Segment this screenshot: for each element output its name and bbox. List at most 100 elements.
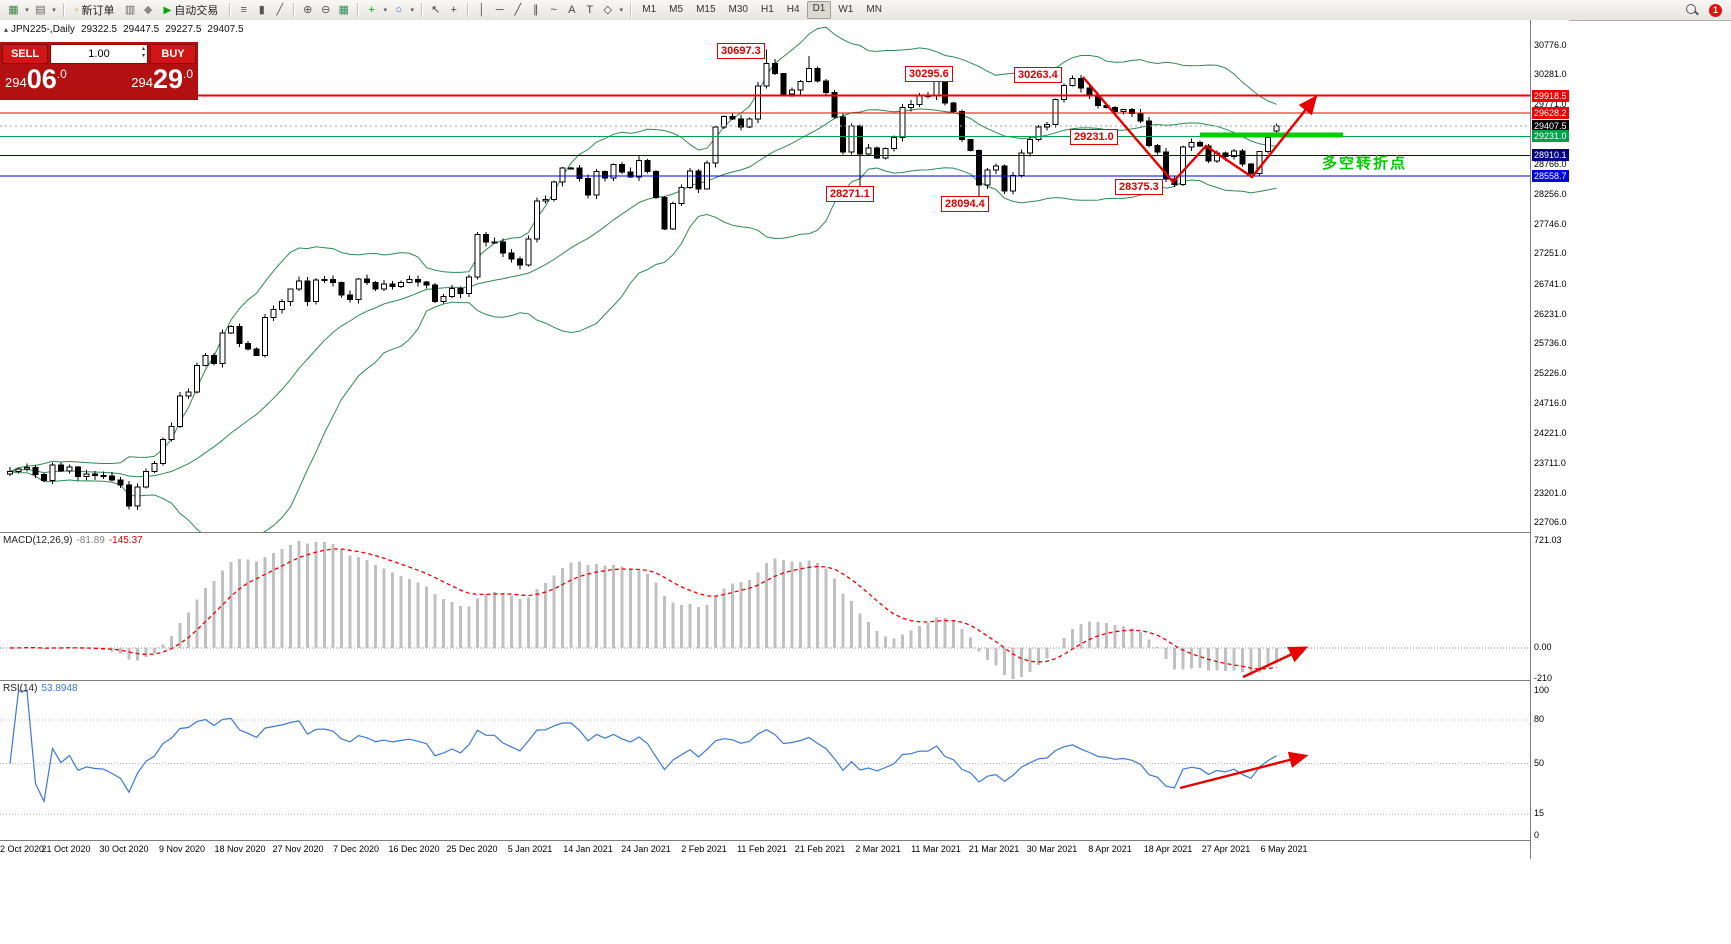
date-label: 2 Oct 2020 bbox=[0, 844, 45, 854]
macd-scale-tick: 0.00 bbox=[1534, 642, 1552, 652]
spinner-up-icon[interactable]: ▴ bbox=[141, 46, 145, 52]
date-label: 9 Nov 2020 bbox=[158, 844, 206, 854]
add-indicator-dropdown-icon[interactable]: ▾ bbox=[383, 7, 387, 14]
price-tick: 24716.0 bbox=[1534, 398, 1567, 409]
timeframe-m30-button[interactable]: M30 bbox=[728, 4, 748, 15]
add-indicator-icon[interactable]: + bbox=[368, 4, 375, 16]
toolbar: ▦ ▾ ▤ ▾ ▫ 新订单 ▥ ◆ ▶ 自动交易 ≡ ▮ ╱ ⊕ ⊖ ▦ + ▾ ○ ▾ ↖ + │ ─ ╱ ∥ ~ A T ◇ ▾ M1 M5… bbox=[0, 0, 1731, 21]
price-callout[interactable]: 28271.1 bbox=[826, 186, 874, 202]
timeframe-h4-button[interactable]: H4 bbox=[786, 4, 800, 15]
autotrade-label: 自动交易 bbox=[174, 5, 219, 17]
price-tick: 23711.0 bbox=[1534, 457, 1566, 468]
price-tick: 30776.0 bbox=[1534, 40, 1567, 50]
toolbar-separator bbox=[229, 3, 231, 17]
tile-windows-icon[interactable]: ▦ bbox=[338, 4, 349, 16]
time-axis[interactable]: 2 Oct 2020 21 Oct 2020 30 Oct 2020 9 Nov 20… bbox=[0, 840, 1530, 859]
price-callout[interactable]: 29231.0 bbox=[1070, 129, 1118, 145]
macd-indicator-pane[interactable]: MACD(12,26,9) -81.89 -145.37 bbox=[0, 532, 1530, 681]
channel-icon[interactable]: ∥ bbox=[533, 4, 539, 16]
price-level-badge: 29231.0 bbox=[1532, 130, 1569, 143]
main-chart-canvas[interactable] bbox=[0, 20, 1530, 532]
timeframe-w1-button[interactable]: W1 bbox=[838, 4, 854, 15]
trendline-icon[interactable]: ╱ bbox=[514, 4, 522, 16]
shapes-dropdown-icon[interactable]: ▾ bbox=[619, 7, 623, 14]
price-tick: 30281.0 bbox=[1534, 69, 1567, 80]
profiles-dropdown-icon[interactable]: ▾ bbox=[52, 7, 56, 14]
notification-badge[interactable]: 1 bbox=[1709, 3, 1722, 17]
fibonacci-icon[interactable]: ~ bbox=[550, 4, 557, 16]
rsi-indicator-pane[interactable]: RSI(14) 53.8948 bbox=[0, 680, 1530, 841]
volume-spinner[interactable]: ▴ ▾ bbox=[142, 46, 145, 60]
date-label: 30 Oct 2020 bbox=[99, 844, 149, 854]
rsi-scale-tick: 15 bbox=[1534, 808, 1545, 819]
date-label: 6 May 2021 bbox=[1260, 844, 1308, 854]
timeframe-m1-button[interactable]: M1 bbox=[642, 4, 657, 15]
charts-grid-icon[interactable]: ▥ bbox=[124, 4, 136, 16]
spinner-down-icon[interactable]: ▾ bbox=[141, 53, 145, 59]
macd-title: MACD(12,26,9) bbox=[3, 535, 73, 546]
new-chart-dropdown-icon[interactable]: ▾ bbox=[25, 7, 29, 14]
vertical-line-icon[interactable]: │ bbox=[478, 4, 486, 16]
text-icon[interactable]: A bbox=[568, 4, 576, 16]
price-callout[interactable]: 30295.6 bbox=[905, 66, 953, 82]
periods-dropdown-icon[interactable]: ▾ bbox=[410, 7, 414, 14]
macd-signal-line bbox=[9, 548, 1277, 670]
price-callout[interactable]: 30697.3 bbox=[717, 43, 765, 59]
price-chart-pane[interactable]: ▴ JPN225-,Daily 29322.5 29447.5 29227.5 29407… bbox=[0, 20, 1530, 532]
horizontal-line-icon[interactable]: ─ bbox=[495, 4, 504, 16]
chart-window: ▴ JPN225-,Daily 29322.5 29447.5 29227.5 29407… bbox=[0, 20, 1569, 944]
candlestick-chart-icon[interactable]: ▮ bbox=[258, 4, 265, 16]
sell-button[interactable]: SELL bbox=[2, 44, 48, 64]
bollinger-bands bbox=[9, 26, 1277, 532]
sell-price[interactable]: 294 06.0 bbox=[5, 65, 67, 93]
buy-price[interactable]: 294 29.0 bbox=[131, 65, 193, 93]
zoom-in-icon[interactable]: ⊕ bbox=[303, 4, 313, 16]
price-axis[interactable]: 30776.030281.029771.029266.028766.028256… bbox=[1530, 20, 1569, 859]
collapse-icon[interactable]: ▴ bbox=[4, 25, 9, 34]
price-tick: 26741.0 bbox=[1534, 278, 1567, 289]
macd-canvas[interactable] bbox=[0, 533, 1530, 681]
buy-price-suffix: .0 bbox=[182, 67, 193, 81]
macd-scale-tick: -210 bbox=[1534, 673, 1553, 683]
date-label: 18 Apr 2021 bbox=[1143, 844, 1193, 854]
price-tick: 28256.0 bbox=[1534, 189, 1567, 199]
rsi-scale-tick: 80 bbox=[1534, 714, 1545, 724]
timeframe-h1-button[interactable]: H1 bbox=[760, 4, 774, 15]
timeframe-m15-button[interactable]: M15 bbox=[696, 4, 716, 15]
line-chart-icon[interactable]: ╱ bbox=[276, 4, 284, 16]
timeframe-m5-button[interactable]: M5 bbox=[669, 4, 684, 15]
new-chart-icon[interactable]: ▦ bbox=[8, 4, 19, 16]
volume-input[interactable]: 1.00 ▴ ▾ bbox=[50, 44, 148, 64]
price-callout[interactable]: 30263.4 bbox=[1014, 67, 1062, 83]
date-label: 21 Feb 2021 bbox=[794, 844, 846, 854]
profiles-icon[interactable]: ▤ bbox=[35, 4, 46, 16]
autotrade-button[interactable]: ▶ 自动交易 bbox=[158, 2, 225, 18]
bar-chart-icon[interactable]: ≡ bbox=[240, 4, 247, 16]
rsi-canvas[interactable] bbox=[0, 681, 1530, 841]
high-value: 29447.5 bbox=[123, 24, 160, 35]
buy-button[interactable]: BUY bbox=[150, 44, 196, 64]
chart-note-text[interactable]: 多空转折点 bbox=[1322, 155, 1408, 172]
low-value: 29227.5 bbox=[165, 24, 202, 35]
price-callout[interactable]: 28094.4 bbox=[941, 196, 989, 212]
price-tick: 24221.0 bbox=[1534, 427, 1567, 438]
metaeditor-icon[interactable]: ◆ bbox=[143, 4, 153, 16]
periods-icon[interactable]: ○ bbox=[395, 4, 403, 16]
timeframe-d1-button[interactable]: D1 bbox=[806, 1, 832, 19]
timeframe-mn-button[interactable]: MN bbox=[866, 4, 882, 15]
crosshair-icon[interactable]: + bbox=[450, 4, 457, 16]
date-label: 21 Mar 2021 bbox=[968, 844, 1020, 854]
chart-title: ▴ JPN225-,Daily 29322.5 29447.5 29227.5 29407… bbox=[4, 24, 244, 35]
new-order-button[interactable]: ▫ 新订单 bbox=[69, 2, 121, 18]
cursor-icon[interactable]: ↖ bbox=[431, 4, 441, 16]
search-icon[interactable] bbox=[1685, 3, 1699, 17]
shapes-icon[interactable]: ◇ bbox=[603, 4, 612, 16]
rsi-scale-tick: 50 bbox=[1534, 757, 1545, 768]
zoom-out-icon[interactable]: ⊖ bbox=[321, 4, 331, 16]
rsi-value: 53.8948 bbox=[41, 683, 78, 694]
text-label-icon[interactable]: T bbox=[586, 4, 594, 16]
price-callout[interactable]: 28375.3 bbox=[1115, 179, 1163, 195]
toolbar-separator bbox=[357, 3, 359, 17]
price-level-badge: 28910.1 bbox=[1532, 149, 1569, 162]
